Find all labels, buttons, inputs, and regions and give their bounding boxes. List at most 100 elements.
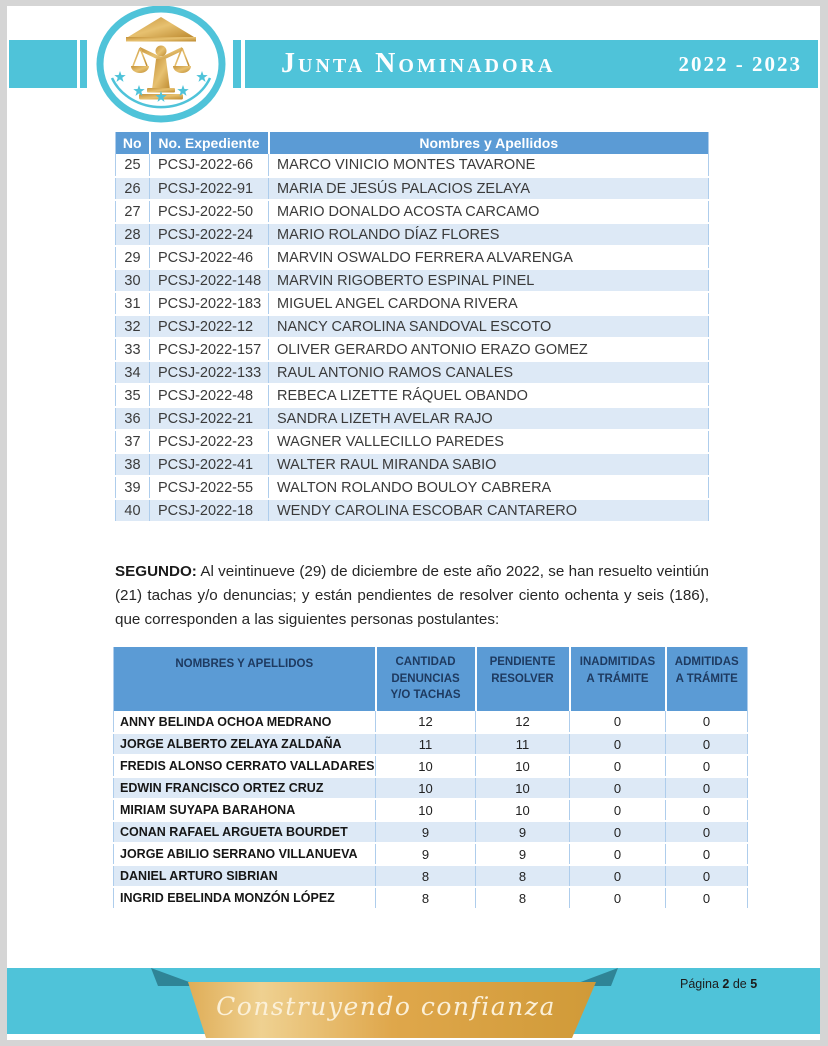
cell-exp: PCSJ-2022-50 [149,200,269,224]
col-header-cantidad: CANTIDAD DENUNCIAS Y/O TACHAS [375,647,477,712]
col-header-no: No [115,132,151,154]
header-band-left-segment [9,40,77,88]
cell-admitidas: 0 [665,843,748,867]
table-row: DANIEL ARTURO SIBRIAN 8 8 0 0 [113,865,748,889]
table-header-row: No No. Expediente Nombres y Apellidos [115,132,709,154]
cell-pendiente: 12 [475,711,570,735]
cell-name: FREDIS ALONSO CERRATO VALLADARES [113,755,376,779]
cell-exp: PCSJ-2022-41 [149,453,269,477]
table-row: 32 PCSJ-2022-12 NANCY CAROLINA SANDOVAL ES… [115,315,709,339]
cell-name: MARIA DE JESÚS PALACIOS ZELAYA [268,177,709,201]
table-row: 29 PCSJ-2022-46 MARVIN OSWALDO FERRERA ALV… [115,246,709,270]
cell-inadmitidas: 0 [569,821,666,845]
table-row: 35 PCSJ-2022-48 REBECA LIZETTE RÁQUEL OBAN… [115,384,709,408]
cell-name: MIRIAM SUYAPA BARAHONA [113,799,376,823]
cell-exp: PCSJ-2022-21 [149,407,269,431]
cell-no: 38 [115,453,150,477]
col-header-nombres: NOMBRES Y APELLIDOS [113,647,377,712]
table-row: ANNY BELINDA OCHOA MEDRANO 12 12 0 0 [113,711,748,735]
cell-exp: PCSJ-2022-66 [149,154,269,178]
cell-no: 31 [115,292,150,316]
cell-name: JORGE ALBERTO ZELAYA ZALDAÑA [113,733,376,757]
cell-pendiente: 11 [475,733,570,757]
cell-name: RAUL ANTONIO RAMOS CANALES [268,361,709,385]
cell-inadmitidas: 0 [569,733,666,757]
cell-pendiente: 8 [475,865,570,889]
table-row: FREDIS ALONSO CERRATO VALLADARES 10 10 0 0 [113,755,748,779]
cell-inadmitidas: 0 [569,865,666,889]
cell-admitidas: 0 [665,821,748,845]
page-number-label: Página [680,977,719,991]
cell-admitidas: 0 [665,755,748,779]
cell-name: MARIO DONALDO ACOSTA CARCAMO [268,200,709,224]
segundo-paragraph: SEGUNDO: Al veintinueve (29) de diciembr… [115,560,709,632]
cell-name: JORGE ABILIO SERRANO VILLANUEVA [113,843,376,867]
cell-no: 40 [115,499,150,523]
cell-no: 36 [115,407,150,431]
cell-exp: PCSJ-2022-91 [149,177,269,201]
cell-exp: PCSJ-2022-133 [149,361,269,385]
cell-no: 37 [115,430,150,454]
cell-name: WENDY CAROLINA ESCOBAR CANTARERO [268,499,709,523]
cell-name: OLIVER GERARDO ANTONIO ERAZO GOMEZ [268,338,709,362]
cell-cantidad: 8 [375,887,476,911]
cell-inadmitidas: 0 [569,755,666,779]
page-number-current: 2 [722,977,730,991]
col-header-expediente: No. Expediente [149,132,270,154]
cell-admitidas: 0 [665,887,748,911]
table-row: 34 PCSJ-2022-133 RAUL ANTONIO RAMOS CANALE… [115,361,709,385]
cell-exp: PCSJ-2022-18 [149,499,269,523]
cell-name: MARVIN RIGOBERTO ESPINAL PINEL [268,269,709,293]
table-row: 39 PCSJ-2022-55 WALTON ROLANDO BOULOY CABR… [115,476,709,500]
table-row: 36 PCSJ-2022-21 SANDRA LIZETH AVELAR RAJO [115,407,709,431]
cell-name: EDWIN FRANCISCO ORTEZ CRUZ [113,777,376,801]
cell-name: NANCY CAROLINA SANDOVAL ESCOTO [268,315,709,339]
cell-no: 33 [115,338,150,362]
cell-cantidad: 10 [375,755,476,779]
cell-name: REBECA LIZETTE RÁQUEL OBANDO [268,384,709,408]
table-row: JORGE ABILIO SERRANO VILLANUEVA 9 9 0 0 [113,843,748,867]
cell-name: INGRID EBELINDA MONZÓN LÓPEZ [113,887,376,911]
col-header-inadmitidas: INADMITIDAS A TRÁMITE [569,647,667,712]
col-header-nombres: Nombres y Apellidos [268,132,709,154]
period-label: 2022 - 2023 [678,51,802,76]
page-title: Junta Nominadora [281,48,556,79]
col-header-pendiente: PENDIENTE RESOLVER [475,647,571,712]
cell-exp: PCSJ-2022-157 [149,338,269,362]
cell-inadmitidas: 0 [569,777,666,801]
table-row: 37 PCSJ-2022-23 WAGNER VALLECILLO PAREDES [115,430,709,454]
cell-cantidad: 9 [375,843,476,867]
table-row: 31 PCSJ-2022-183 MIGUEL ANGEL CARDONA RIVE… [115,292,709,316]
cell-exp: PCSJ-2022-12 [149,315,269,339]
cell-exp: PCSJ-2022-55 [149,476,269,500]
cell-inadmitidas: 0 [569,711,666,735]
table-row: JORGE ALBERTO ZELAYA ZALDAÑA 11 11 0 0 [113,733,748,757]
cell-name: MARVIN OSWALDO FERRERA ALVARENGA [268,246,709,270]
cell-name: WALTER RAUL MIRANDA SABIO [268,453,709,477]
segundo-label: SEGUNDO: [115,563,197,580]
justice-scales-logo-icon [95,4,227,131]
cell-cantidad: 12 [375,711,476,735]
cell-name: WAGNER VALLECILLO PAREDES [268,430,709,454]
header-band-thin-bar-left [80,40,87,88]
header-title-band: Junta Nominadora 2022 - 2023 [245,40,818,88]
cell-name: CONAN RAFAEL ARGUETA BOURDET [113,821,376,845]
cell-admitidas: 0 [665,799,748,823]
segundo-text: Al veintinueve (29) de diciembre de este… [115,563,709,628]
cell-no: 29 [115,246,150,270]
cell-no: 32 [115,315,150,339]
cell-no: 28 [115,223,150,247]
cell-cantidad: 9 [375,821,476,845]
col-header-admitidas: ADMITIDAS A TRÁMITE [665,647,748,712]
page-number: Página 2 de 5 [680,977,805,991]
table-row: EDWIN FRANCISCO ORTEZ CRUZ 10 10 0 0 [113,777,748,801]
cell-pendiente: 9 [475,843,570,867]
cell-no: 25 [115,154,150,178]
table-row: 27 PCSJ-2022-50 MARIO DONALDO ACOSTA CARCA… [115,200,709,224]
cell-exp: PCSJ-2022-48 [149,384,269,408]
cell-exp: PCSJ-2022-23 [149,430,269,454]
table-row: 25 PCSJ-2022-66 MARCO VINICIO MONTES TAVAR… [115,154,709,178]
cell-admitidas: 0 [665,865,748,889]
cell-inadmitidas: 0 [569,843,666,867]
